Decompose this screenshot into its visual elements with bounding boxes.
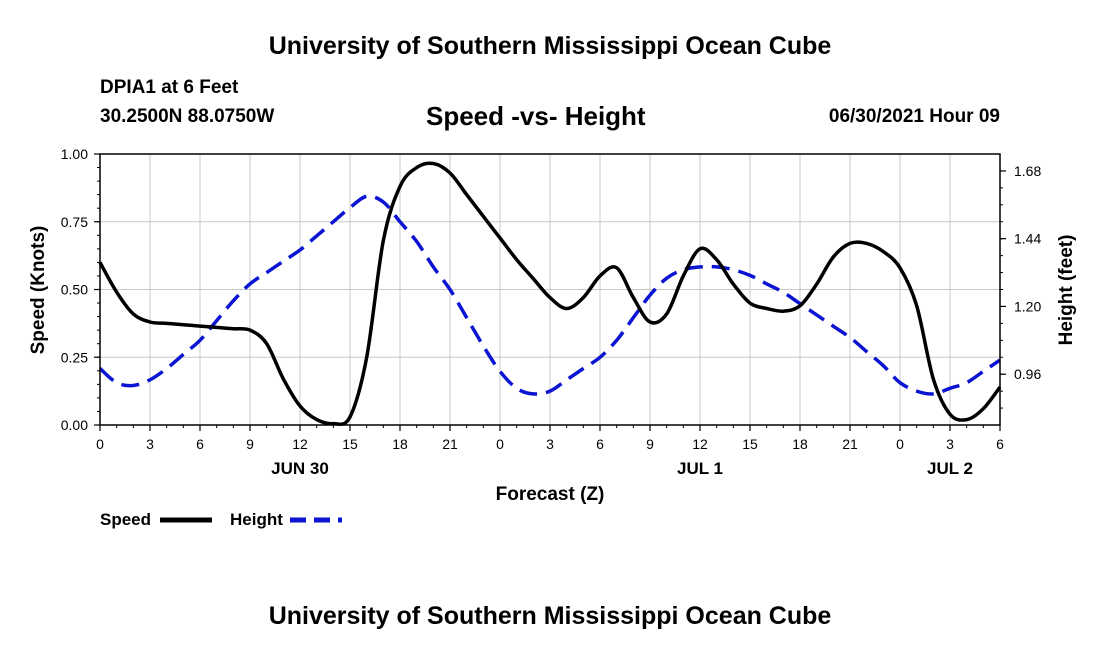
x-tick-label: 9: [646, 436, 654, 452]
legend-height-label: Height: [230, 510, 283, 529]
x-tick-label: 0: [896, 436, 904, 452]
y-axis-label: Speed (Knots): [28, 226, 49, 355]
x-tick-label: 12: [692, 436, 708, 452]
x-tick-label: 3: [146, 436, 154, 452]
legend: Speed Height: [100, 510, 342, 529]
axes-layer: 0 3 6 9 12 15 18 21 0 3 6 9 12 15 18 21 0 3 6 0.00 0.25 0.50 0…: [61, 146, 1042, 478]
y-tick-label: 0.75: [61, 214, 88, 230]
x-tick-label: 0: [96, 436, 104, 452]
x-tick-label: 6: [996, 436, 1004, 452]
y2-tick-label: 1.44: [1014, 231, 1041, 247]
y-tick-label: 1.00: [61, 146, 88, 162]
y2-tick-label: 1.20: [1014, 298, 1041, 314]
x-tick-label: 18: [392, 436, 408, 452]
y-tick-label: 0.50: [61, 282, 88, 298]
x-tick-label: 6: [596, 436, 604, 452]
chart-grid: [99, 153, 1001, 426]
day-label: JUL 1: [677, 459, 723, 478]
x-tick-label: 21: [442, 436, 458, 452]
chart-title: Speed -vs- Height: [426, 101, 646, 131]
x-tick-label: 0: [496, 436, 504, 452]
timestamp-label: 06/30/2021 Hour 09: [828, 106, 1000, 127]
top-title: University of Southern Mississippi Ocean…: [268, 32, 832, 60]
x-tick-label: 21: [842, 436, 858, 452]
day-label: JUL 2: [927, 459, 973, 478]
x-tick-label: 3: [546, 436, 554, 452]
x-axis-label: Forecast (Z): [496, 484, 605, 505]
bottom-title: University of Southern Mississippi Ocean…: [268, 602, 832, 630]
series-layer: [98, 161, 1002, 426]
day-label: JUN 30: [271, 459, 329, 478]
y-tick-label: 0.00: [61, 417, 88, 433]
location-label: 30.2500N 88.0750W: [100, 106, 275, 127]
y-tick-label: 0.25: [61, 349, 88, 365]
x-tick-label: 15: [342, 436, 358, 452]
legend-speed-label: Speed: [100, 510, 151, 529]
y2-axis-label: Height (feet): [1056, 235, 1077, 346]
x-tick-label: 9: [246, 436, 254, 452]
x-tick-label: 12: [292, 436, 308, 452]
speed-series-line: [98, 161, 1002, 426]
height-series-line: [98, 194, 1001, 396]
x-tick-label: 18: [792, 436, 808, 452]
station-label: DPIA1 at 6 Feet: [100, 77, 239, 98]
y2-tick-label: 1.68: [1014, 163, 1041, 179]
x-tick-label: 15: [742, 436, 758, 452]
y2-tick-label: 0.96: [1014, 366, 1041, 382]
x-tick-label: 3: [946, 436, 954, 452]
x-tick-label: 6: [196, 436, 204, 452]
